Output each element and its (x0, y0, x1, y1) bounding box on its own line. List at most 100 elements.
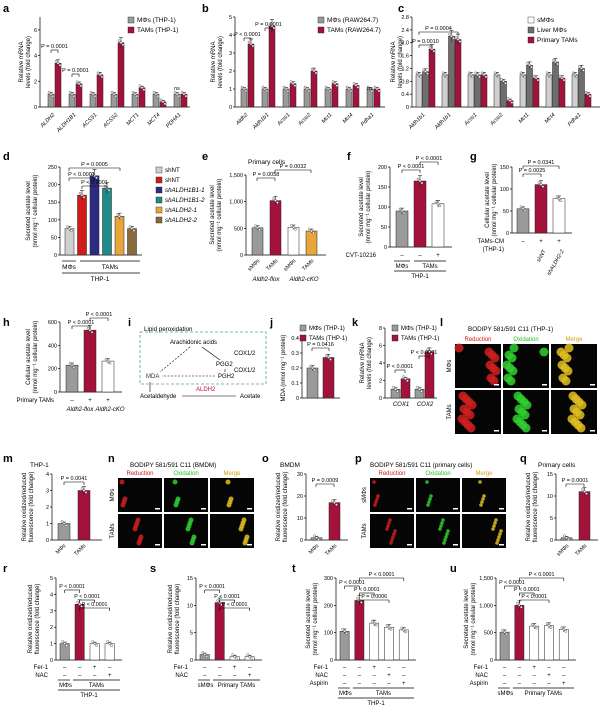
cell-signal (444, 535, 448, 539)
treatment-sign: – (70, 398, 74, 404)
data-point (372, 621, 376, 625)
row-label: MΦs (110, 489, 116, 502)
cell-signal (425, 480, 429, 484)
cell-signal (503, 373, 513, 383)
data-point (289, 80, 293, 83)
panel-letter: l (440, 317, 443, 329)
data-point (132, 229, 136, 232)
data-point (374, 623, 378, 627)
y-tick-label: 0 (300, 538, 303, 544)
bar (57, 523, 71, 541)
data-point (142, 88, 146, 92)
data-point (308, 227, 311, 231)
data-point (335, 503, 338, 506)
treatment-sign: – (518, 681, 522, 687)
data-point (333, 82, 337, 85)
data-point (286, 89, 290, 93)
data-point (504, 81, 507, 85)
y-tick-label: 500 (234, 226, 243, 232)
legend-label: TAMs (THP-1) (137, 27, 178, 34)
data-point (248, 655, 251, 659)
y-tick-label: 2 (46, 505, 49, 511)
data-point (131, 90, 135, 94)
data-point (93, 174, 96, 178)
data-point (328, 89, 332, 93)
pathway-title: Lipid peroxidation (144, 326, 193, 333)
data-point (72, 365, 76, 369)
bar (117, 42, 125, 108)
treatment-sign: – (343, 681, 347, 687)
data-point (580, 67, 583, 70)
group-label: Primary TAMs (218, 683, 255, 689)
data-point (242, 87, 246, 91)
data-point (49, 92, 53, 96)
data-point (180, 90, 184, 94)
data-point (65, 644, 68, 647)
data-point (532, 624, 536, 628)
group-label: TAMs (89, 683, 104, 689)
p-value-label: P < 0.0001 (354, 587, 380, 593)
bar (89, 175, 100, 256)
cell-signal (459, 404, 469, 414)
panel-a: 0 2 4 6 Relative mRNA levels (fold change) ALD… (19, 16, 190, 134)
data-point (173, 90, 177, 94)
data-point (567, 538, 570, 542)
treatment-label: Fer-1 (174, 665, 189, 671)
panel-letter: r (3, 563, 8, 575)
data-point (182, 92, 186, 96)
p-value-label: P < 0.0001 (82, 602, 108, 608)
bar (247, 43, 255, 108)
y-tick-label: 0 (54, 390, 57, 396)
bar (77, 490, 91, 541)
scale-bar (499, 508, 504, 510)
cell-signal (388, 518, 392, 522)
treatment-sign: – (343, 673, 347, 679)
data-point (560, 76, 564, 80)
channel-label: Reduction (378, 471, 405, 477)
p-value-label: P < 0.0001 (59, 584, 85, 590)
y-tick-label: 600 (48, 320, 57, 326)
bar (448, 36, 455, 108)
treatment-sign: + (93, 665, 97, 671)
data-point (68, 361, 72, 365)
legend-label: shALDH1B1-2 (165, 197, 205, 204)
y-tick-label: 20 (297, 494, 303, 500)
legend-swatch (155, 186, 163, 194)
data-point (582, 69, 585, 72)
data-point (518, 604, 521, 607)
p-value-label: P < 0.0001 (499, 580, 525, 586)
data-point (312, 69, 316, 73)
data-point (373, 85, 377, 89)
p-value-label: P < 0.0001 (222, 602, 248, 608)
p-value-label: P < 0.0001 (234, 32, 261, 38)
data-point (432, 49, 436, 53)
cell-signal (172, 479, 178, 485)
data-point (256, 226, 259, 230)
data-point (347, 87, 351, 91)
data-point (456, 38, 460, 41)
panel-letter: t (292, 563, 296, 575)
y-tick-label: 100 (48, 218, 57, 224)
x-tick-label: Pdha1 (360, 112, 375, 127)
x-tick-label: Acss2 (489, 112, 505, 128)
cell-signal (122, 496, 128, 502)
x-tick-label: Mct1 (518, 112, 531, 125)
p-value-label: P < 0.0001 (514, 587, 540, 593)
bar (287, 227, 300, 256)
bar (526, 64, 533, 108)
p-value-label: P < 0.0001 (521, 594, 547, 600)
y-tick-label: 1,000 (229, 200, 243, 206)
data-point (428, 350, 431, 353)
data-point (417, 73, 421, 77)
data-point (95, 176, 98, 180)
y-axis-label: (nmol mg⁻¹ cellular protein) (492, 164, 498, 237)
p-value-label: P = 0.0341 (528, 160, 555, 166)
treatment-label: Aspirin (470, 681, 488, 687)
scale-bar (155, 508, 160, 510)
data-point (140, 86, 144, 90)
cell-signal (373, 503, 377, 507)
y-tick-label: 1.6 (401, 54, 409, 60)
data-point (326, 87, 330, 91)
treatment-sign: – (218, 673, 222, 679)
cell-signal (478, 480, 482, 484)
